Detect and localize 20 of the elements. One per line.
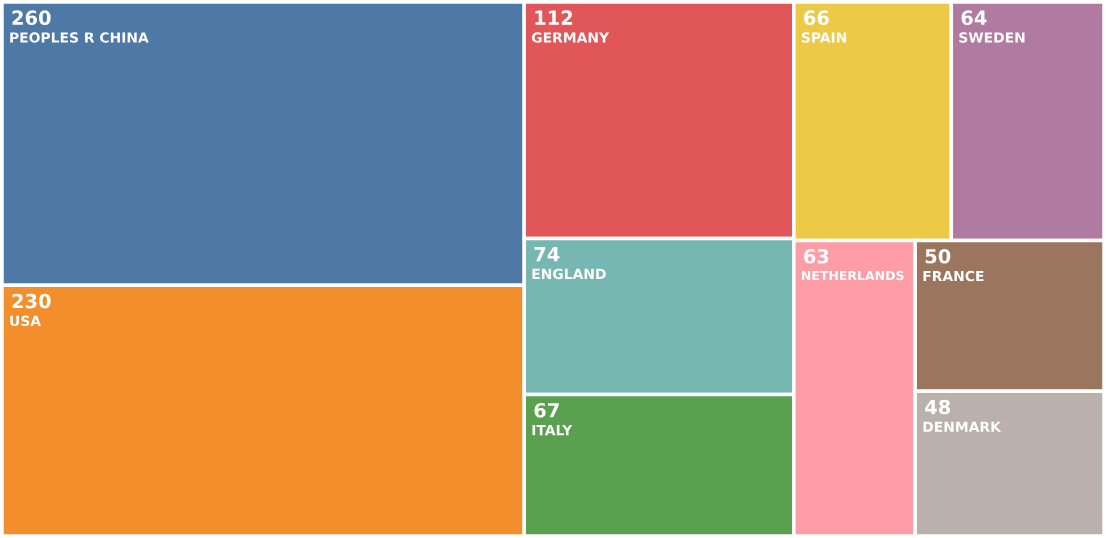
data-label: 260 [12, 10, 51, 26]
category-label: ENGLAND [532, 268, 606, 280]
category-label: GERMANY [531, 32, 610, 43]
data-label: 67 [534, 402, 559, 418]
category-label: FRANCE [923, 270, 984, 282]
category-label: SWEDEN [959, 32, 1025, 43]
data-label: 74 [534, 246, 560, 262]
category-label: ITALY [532, 425, 573, 436]
data-label: 63 [804, 248, 829, 264]
category-label: SPAIN [801, 32, 847, 43]
category-label: NETHERLANDS [802, 270, 904, 281]
data-label: 112 [535, 10, 573, 25]
data-label: 50 [925, 248, 951, 264]
category-label: DENMARK [923, 421, 1002, 432]
category-label: PEOPLES R CHINA [10, 32, 149, 43]
data-label: 66 [804, 10, 829, 26]
category-label: USA [10, 315, 41, 327]
data-label: 230 [12, 293, 51, 309]
data-label: 48 [925, 399, 951, 415]
data-label: 64 [961, 10, 987, 26]
